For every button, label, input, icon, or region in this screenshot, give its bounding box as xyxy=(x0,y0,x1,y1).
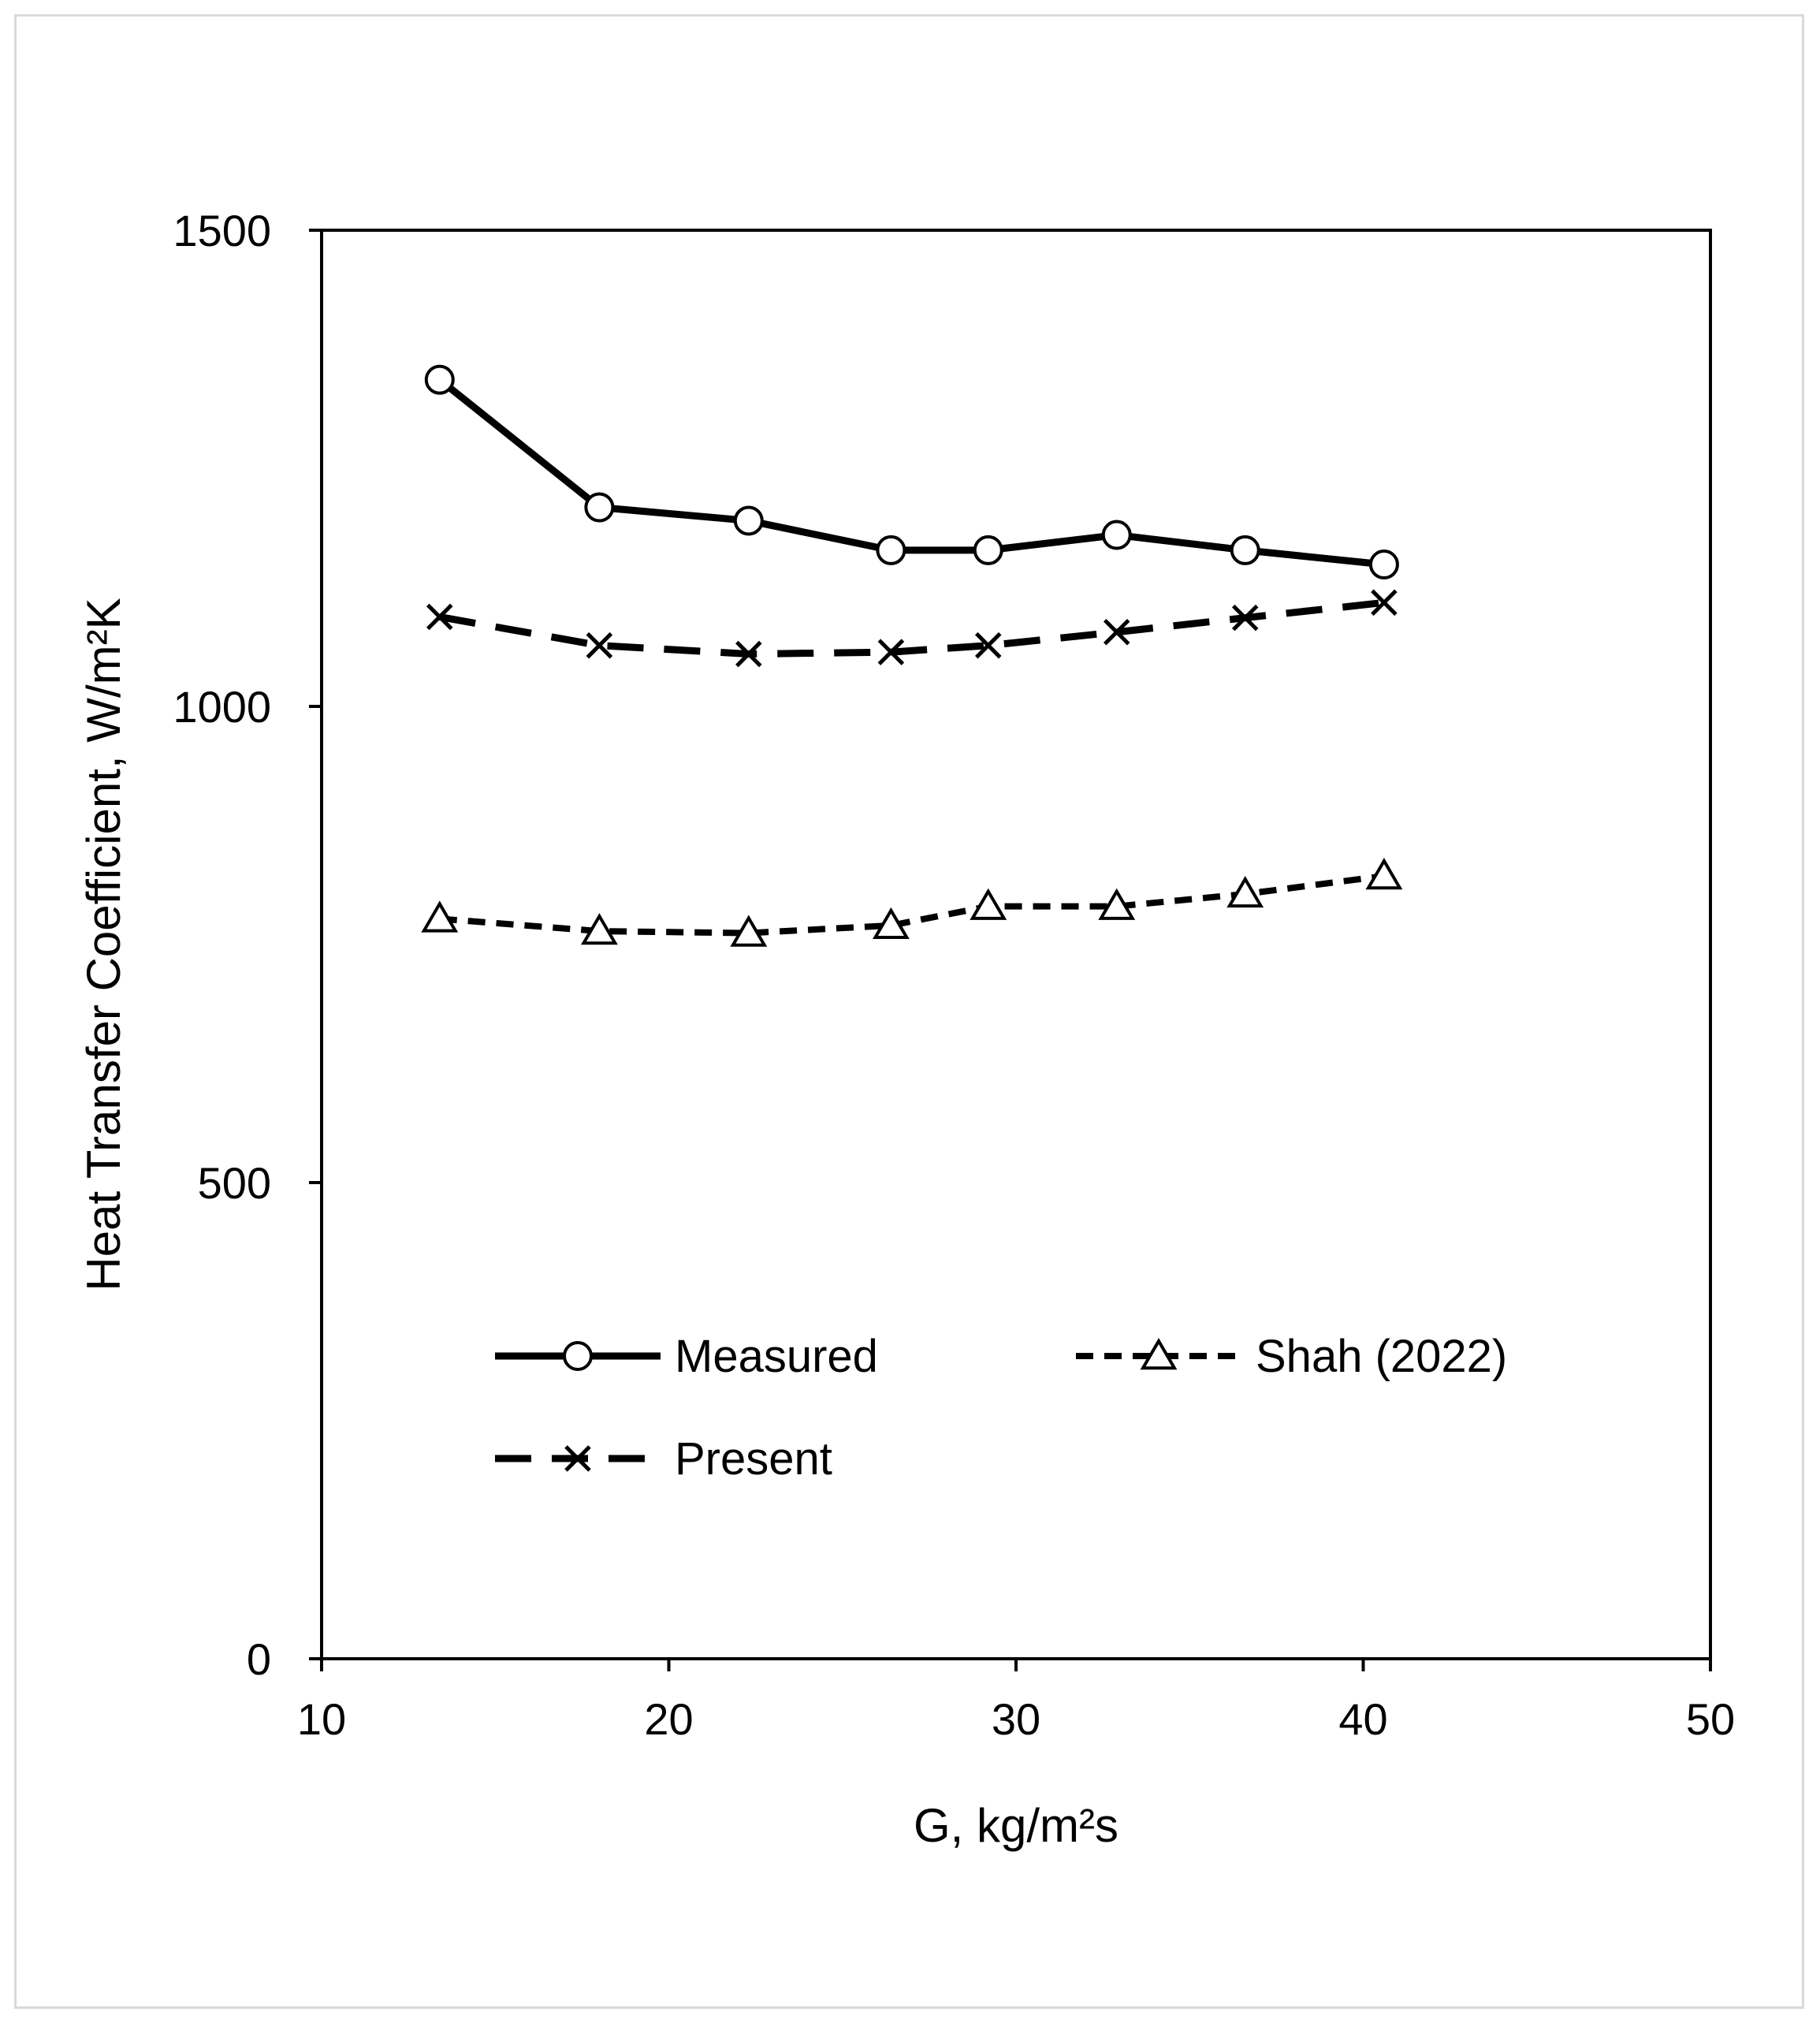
data-point xyxy=(1226,876,1264,908)
data-point xyxy=(1365,858,1403,890)
x-axis-title: G, kg/m²s xyxy=(914,1799,1118,1852)
legend-item: Measured xyxy=(495,1331,878,1382)
series-measured xyxy=(424,364,1399,580)
data-point xyxy=(1101,520,1132,550)
data-point xyxy=(1230,535,1260,565)
y-tick-label: 1000 xyxy=(173,682,271,732)
series-line xyxy=(438,598,1385,658)
data-point xyxy=(876,535,906,565)
legend-marker xyxy=(564,1445,591,1472)
data-point xyxy=(970,888,1007,920)
legend-item: Shah (2022) xyxy=(1076,1331,1507,1382)
x-axis-ticks: 10 20 30 40 50 xyxy=(297,1659,1735,1744)
y-tick-label: 1500 xyxy=(173,206,271,255)
x-tick-label: 40 xyxy=(1338,1694,1387,1744)
data-point xyxy=(733,505,764,536)
x-tick-label: 50 xyxy=(1686,1694,1735,1744)
data-point xyxy=(1371,589,1398,617)
data-point xyxy=(735,640,762,668)
data-point xyxy=(1231,604,1259,631)
legend-label: Present xyxy=(675,1433,832,1485)
data-point xyxy=(584,492,615,523)
data-point xyxy=(1368,550,1399,580)
data-point xyxy=(586,631,613,659)
y-axis-ticks: 0 500 1000 1500 xyxy=(173,206,322,1684)
legend-marker xyxy=(563,1341,593,1371)
data-point xyxy=(974,631,1002,659)
data-point xyxy=(421,900,459,933)
data-point xyxy=(1103,619,1130,646)
legend-marker xyxy=(1140,1338,1178,1370)
series-line xyxy=(437,377,1385,568)
legend-label: Shah (2022) xyxy=(1256,1331,1507,1382)
data-point xyxy=(973,535,1003,565)
series-line xyxy=(439,873,1385,937)
series-layer xyxy=(421,364,1403,947)
data-point xyxy=(1098,888,1136,920)
legend-item: Present xyxy=(495,1433,832,1485)
x-tick-label: 20 xyxy=(644,1694,693,1744)
data-point xyxy=(730,915,768,947)
data-point xyxy=(877,639,905,665)
data-point xyxy=(426,603,453,631)
x-tick-label: 30 xyxy=(992,1694,1040,1744)
x-tick-label: 10 xyxy=(297,1694,346,1744)
data-point xyxy=(580,913,618,945)
y-tick-label: 500 xyxy=(198,1158,271,1208)
series-present xyxy=(426,589,1398,668)
legend: Measured Shah (2022) Present xyxy=(495,1331,1507,1485)
data-point xyxy=(424,364,455,395)
series-shah-2022 xyxy=(421,858,1403,947)
plot-area xyxy=(320,229,1712,1660)
y-tick-label: 0 xyxy=(247,1634,271,1684)
data-point xyxy=(872,907,910,940)
legend-label: Measured xyxy=(675,1331,878,1382)
y-axis-title: Heat Transfer Coefficient, W/m²K xyxy=(77,598,130,1291)
figure-frame xyxy=(14,14,1804,2009)
